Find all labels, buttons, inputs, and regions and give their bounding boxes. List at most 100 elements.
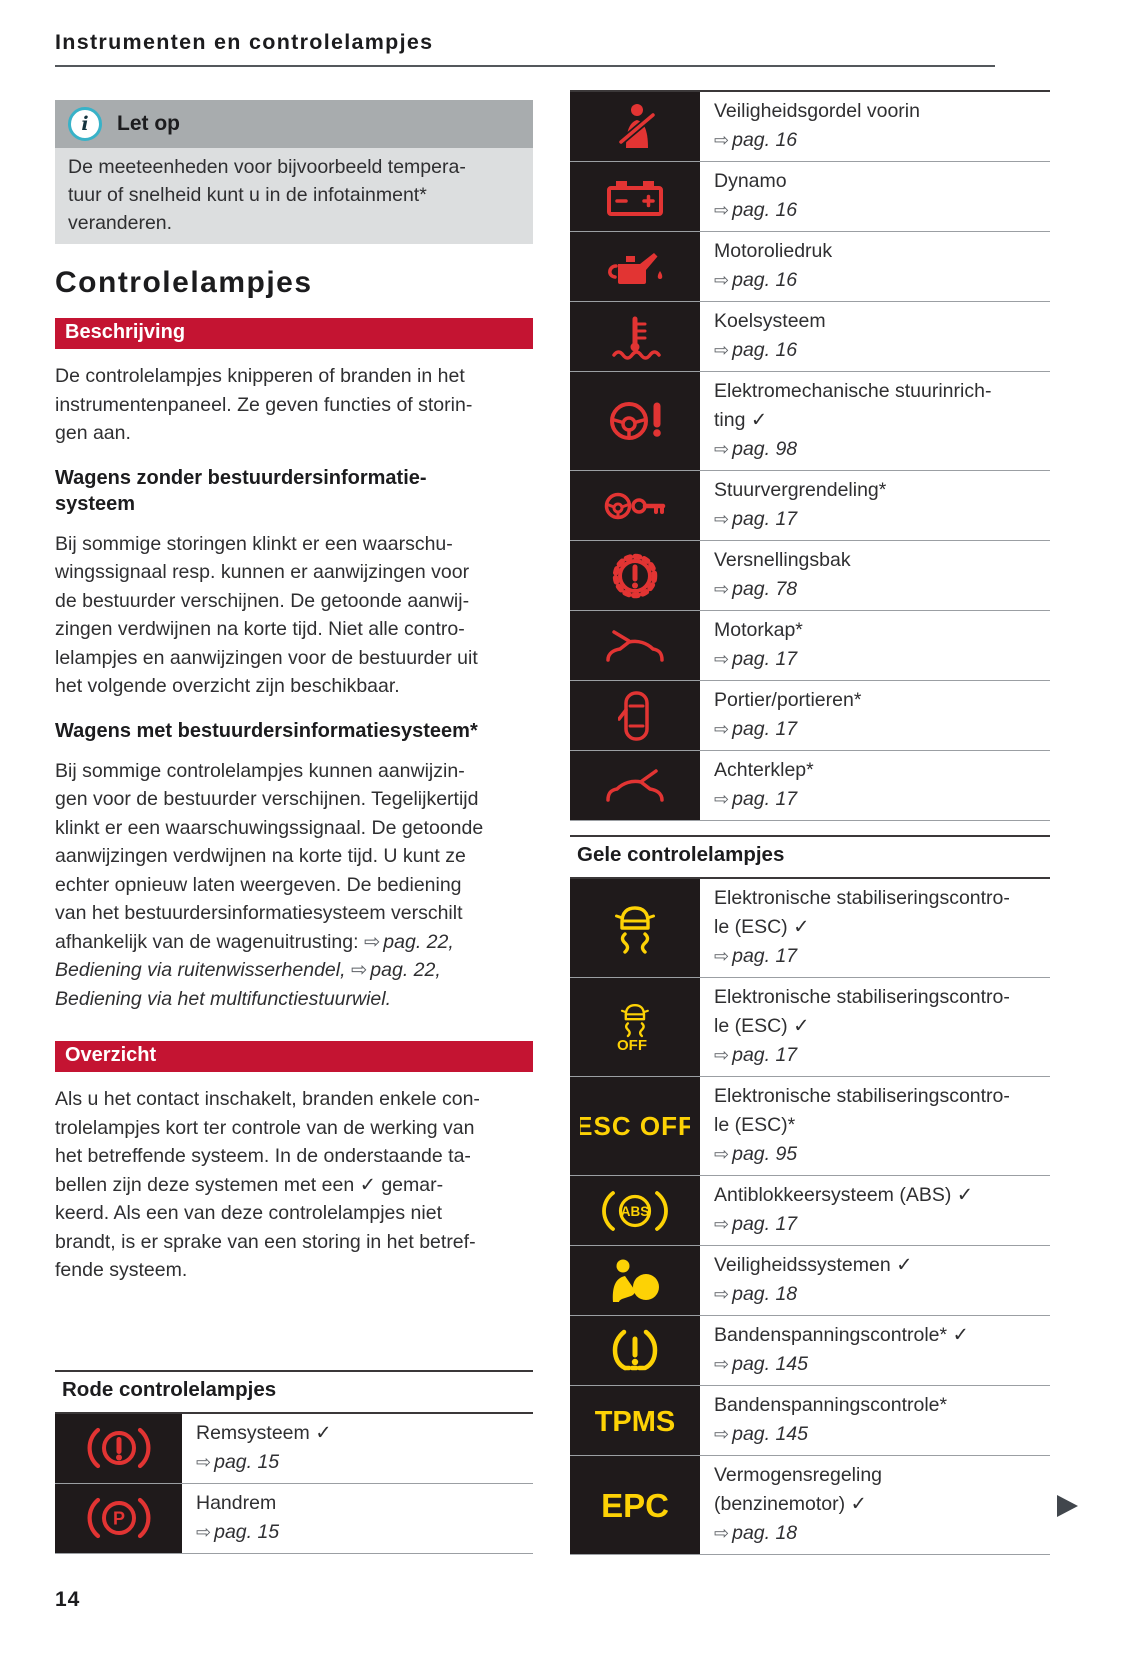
airbag-icon [606,1256,664,1306]
text-cell: Versnellingsbak ⇨ pag. 78 [700,541,851,610]
row-label: Remsysteem ✓ [196,1421,332,1444]
text-cell: Portier/portieren* ⇨ pag. 17 [700,681,861,750]
table-row: Veiligheidsgordel voorin ⇨ pag. 16 [570,92,1050,162]
text-line: brandt, is er sprake van een storing in … [55,1228,533,1257]
text-line: wingssignaal resp. kunnen er aanwijzinge… [55,558,533,587]
table-row: TPMS Bandenspanningscontrole* ⇨ pag. 145 [570,1386,1050,1456]
text-cell: Elektromechanische stuurinrich- ting ✓ ⇨ p… [700,372,991,470]
text-line: afhankelijk van de wagenuitrusting: ⇨ pag… [55,928,533,957]
row-label: Vermogensregeling (benzinemotor) ✓ [714,1464,883,1515]
steering-lock-icon [603,488,667,524]
page-ref: ⇨ pag. 17 [714,942,1010,971]
beschrijving-banner: Beschrijving [55,318,533,349]
table-row: Achterklep* ⇨ pag. 17 [570,751,1050,821]
page-ref-text: pag. 95 [732,1143,798,1165]
arrow-icon: ⇨ [714,439,730,459]
row-label: Portier/portieren* [714,689,862,711]
table-row: Stuurvergrendeling* ⇨ pag. 17 [570,471,1050,541]
icon-cell [570,372,700,470]
text-cell: Remsysteem ✓ ⇨ pag. 15 [182,1414,332,1483]
table-row: Remsysteem ✓ ⇨ pag. 15 [55,1413,533,1484]
icon-cell [55,1413,182,1483]
arrow-icon: ⇨ [714,1045,730,1065]
text-cell: Handrem ⇨ pag. 15 [182,1484,279,1553]
text-cell: Motoroliedruk ⇨ pag. 16 [700,232,832,301]
row-label: Bandenspanningscontrole* ✓ [714,1324,969,1346]
text-line: de bestuurder verschijnen. De getoonde a… [55,587,533,616]
icon-cell [570,611,700,680]
text-cell: Vermogensregeling (benzinemotor) ✓ ⇨ pag. … [700,1456,882,1554]
arrow-icon: ⇨ [714,719,730,739]
note-header: i Let op [55,100,533,148]
text-segment: het volgende overzicht zijn beschikbaar. [55,675,400,697]
seatbelt-icon [608,100,662,154]
overzicht-paragraph: Als u het contact inschakelt, branden en… [55,1085,533,1285]
icon-cell [570,471,700,540]
page-ref-text: pag. 18 [732,1283,798,1305]
oil-pressure-icon [604,246,666,288]
beschrijving-paragraph: De controlelampjes knipperen of branden … [55,362,533,448]
page-ref-text: pag. 17 [732,508,798,530]
page-ref-text: pag. 15 [214,1450,280,1473]
row-label: Motorkap* [714,619,803,641]
text-line: bellen zijn deze systemen met een ✓ gema… [55,1171,533,1200]
icon-cell [570,232,700,301]
icon-cell [570,751,700,820]
text-segment: tuur of snelheid kunt u in de infotainme… [68,184,427,206]
table-row: OFF Elektronische stabiliseringscontro- l… [570,978,1050,1077]
text-segment: De meeteenheden voor bijvoorbeeld temper… [68,156,466,178]
text-segment: Bediening via ruitenwisserhendel, [55,959,351,981]
info-icon: i [68,107,102,141]
overzicht-banner: Overzicht [55,1041,533,1072]
arrow-icon: ⇨ [350,959,368,981]
page-ref: ⇨ pag. 95 [714,1140,1010,1169]
text-cell: Elektronische stabiliseringscontro- le (… [700,1077,1010,1175]
text-segment: instrumentenpaneel. Ze geven functies of… [55,393,473,416]
text-line: tuur of snelheid kunt u in de infotainme… [68,181,519,209]
page-ref: ⇨ pag. 17 [714,785,814,814]
page-ref-text: pag. 145 [732,1353,808,1375]
table-row: Portier/portieren* ⇨ pag. 17 [570,681,1050,751]
arrow-icon: ⇨ [714,789,730,809]
icon-cell: TPMS [570,1386,700,1455]
text-segment: brandt, is er sprake van een storing in … [55,1230,476,1253]
page-ref: ⇨ pag. 15 [196,1448,332,1477]
text-segment: de bestuurder verschijnen. De getoonde a… [55,589,470,612]
row-label: Antiblokkeersysteem (ABS) ✓ [714,1184,974,1206]
bonnet-icon [604,626,666,666]
page-ref: ⇨ pag. 16 [714,196,797,225]
tpms-text: TPMS [583,1405,687,1437]
page-ref-text: pag. 17 [732,788,798,810]
page-ref: ⇨ pag. 78 [714,575,851,604]
svg-text:TPMS: TPMS [595,1406,676,1437]
arrow-icon: ⇨ [714,1424,730,1444]
text-line: trolelampjes kort ter controle van de we… [55,1114,533,1143]
arrow-icon: ⇨ [714,579,730,599]
text-segment: van het bestuurdersinformatiesysteem ver… [55,902,463,924]
table-row: Veiligheidssystemen ✓ ⇨ pag. 18 [570,1246,1050,1316]
icon-cell: ABS [570,1176,700,1245]
text-segment: Bediening via het multifunctiestuurwiel. [55,987,392,1010]
arrow-icon: ⇨ [714,270,730,290]
text-segment: klinkt er een waarschuwingssignaal. De g… [55,816,484,839]
arrow-icon: ⇨ [196,1451,212,1472]
table-row: Motorkap* ⇨ pag. 17 [570,611,1050,681]
arrow-icon: ⇨ [714,1144,730,1164]
text-segment: pag. 22, [383,930,454,953]
text-segment: aanwijzingen verdwijnen na korte tijd. U… [55,845,466,867]
yellow-lamps-table: Elektronische stabiliseringscontro- le (… [570,877,1050,1555]
met-paragraph: Bij sommige controlelampjes kunnen aanwi… [55,757,533,1014]
page-ref-text: pag. 17 [732,648,798,670]
text-segment: afhankelijk van de wagenuitrusting: [55,930,364,953]
text-line: zingen verdwijnen na korte tijd. Niet al… [55,615,533,644]
page-number: 14 [55,1588,81,1611]
row-label: Elektronische stabiliseringscontro- le (… [714,986,1010,1037]
table-row: Motoroliedruk ⇨ pag. 16 [570,232,1050,302]
page-header: Instrumenten en controlelampjes [55,30,995,67]
row-label: Koelsysteem [714,310,826,332]
text-cell: Dynamo ⇨ pag. 16 [700,162,797,231]
page-ref-text: pag. 98 [732,438,798,460]
epc-text: EPC [593,1486,677,1524]
header-rule [55,65,995,67]
battery-icon [606,176,664,218]
